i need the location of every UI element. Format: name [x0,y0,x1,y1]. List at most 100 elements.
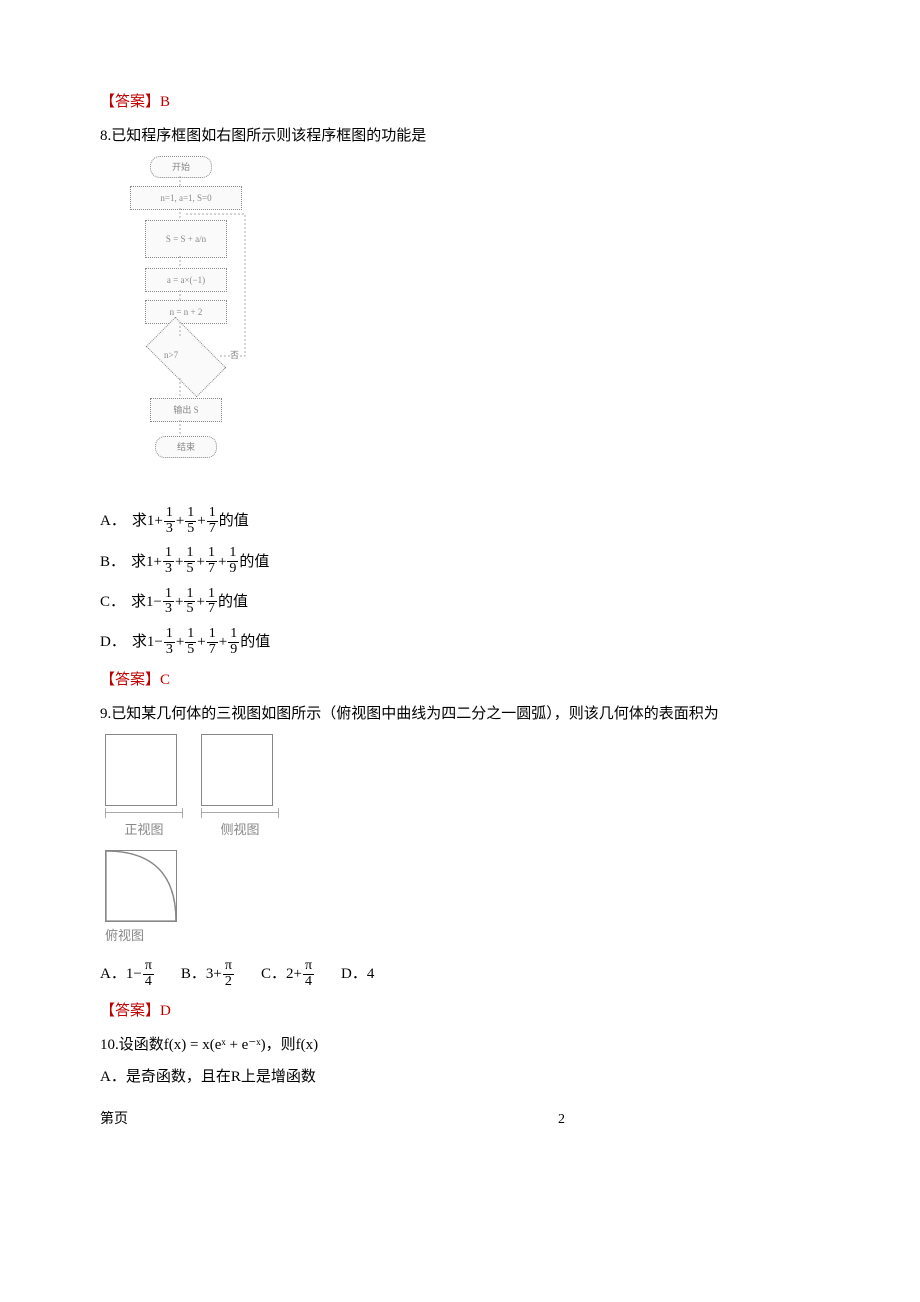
opt-sign: + [213,962,221,986]
opt-suffix: 的值 [218,590,248,614]
frac: π2 [223,959,234,989]
flow-decision [146,317,227,398]
answer-label: 【答案】 [100,1003,160,1019]
opt-expr: 求 1 + 13 + 15 + 17 + 19 的值 [131,546,269,576]
opt-one: 1 [147,630,155,654]
frac: 19 [228,627,239,657]
plus: + [175,550,183,574]
q8-option-B: B． 求 1 + 13 + 15 + 17 + 19 的值 [100,546,825,576]
flow-process-3: n = n + 2 [145,300,227,324]
view-label: 正视图 [105,820,183,841]
q8-option-C: C． 求 1 − 13 + 15 + 17 的值 [100,587,825,617]
frac: 13 [163,546,174,576]
num: 1 [207,506,218,521]
q10-prefix: 设函数 [119,1037,164,1053]
arc-icon [106,851,176,921]
flow-output: 输出 S [150,398,222,422]
q9-option-A: A． 1 − π4 [100,959,155,989]
q10-number: 10. [100,1037,119,1053]
opt-sign: − [133,962,141,986]
footer-page-number: 2 [558,1109,565,1131]
opt-expr: 求 1 − 13 + 15 + 17 + 19 的值 [132,627,270,657]
page-footer: 第页 2 [100,1109,825,1131]
num: 1 [227,546,238,561]
den: 3 [164,642,175,658]
view-label: 俯视图 [105,926,295,947]
q9-option-B: B． 3 + π2 [181,959,235,989]
view-label: 侧视图 [201,820,279,841]
plus: + [196,550,204,574]
frac: 15 [184,587,195,617]
side-view: 侧视图 [201,734,279,841]
q8-number: 8. [100,128,111,144]
front-view: 正视图 [105,734,183,841]
frac: 13 [163,587,174,617]
frac: π4 [143,959,154,989]
num: 1 [207,627,218,642]
q9-options: A． 1 − π4 B． 3 + π2 C． 2 + π4 D． 4 [100,959,825,989]
num: π [223,959,234,974]
view-rect [105,734,177,806]
top-view-container: 俯视图 [105,850,295,947]
answer-9: 【答案】D [100,999,825,1023]
view-dim [201,808,279,818]
frac: 15 [185,627,196,657]
flowchart-figure: 开始 n=1, a=1, S=0 S = S + a/n a = a×(−1) … [120,156,250,486]
den: 2 [223,974,234,990]
flow-process-2: a = a×(−1) [145,268,227,292]
plus: + [196,590,204,614]
opt-label: A． [100,509,126,533]
frac: 17 [207,627,218,657]
opt-text: 是奇函数，且在R上是增函数 [126,1069,316,1085]
opt-suffix: 的值 [239,550,269,574]
plus: + [197,509,205,533]
flow-decision-text: n>7 [164,348,178,362]
plus: + [218,550,226,574]
den: 5 [184,561,195,577]
answer-value: D [160,1003,171,1019]
num: 1 [206,546,217,561]
opt-base: 1 [126,962,134,986]
opt-suffix: 的值 [240,630,270,654]
den: 9 [228,642,239,658]
den: 5 [185,521,196,537]
num: π [303,959,314,974]
frac: 17 [206,587,217,617]
answer-7: 【答案】B [100,90,825,114]
plus: + [176,630,184,654]
den: 3 [163,561,174,577]
den: 7 [206,561,217,577]
num: 1 [164,506,175,521]
question-8: 8.已知程序框图如右图所示则该程序框图的功能是 [100,124,825,148]
den: 3 [163,601,174,617]
num: 1 [228,627,239,642]
q10-option-A: A．是奇函数，且在R上是增函数 [100,1065,825,1089]
frac: π4 [303,959,314,989]
minus: − [154,590,162,614]
opt-label: C． [261,962,286,986]
opt-sign: + [293,962,301,986]
num: 1 [185,627,196,642]
q9-option-C: C． 2 + π4 [261,959,315,989]
flow-process-1: S = S + a/n [145,220,227,258]
num: 1 [163,546,174,561]
opt-label: D． [100,630,126,654]
q9-text: 已知某几何体的三视图如图所示（俯视图中曲线为四二分之一圆弧），则该几何体的表面积… [111,706,719,722]
flow-terminal-end: 结束 [155,436,217,458]
num: 1 [184,587,195,602]
den: 5 [184,601,195,617]
minus: − [154,630,162,654]
question-10: 10.设函数f(x) = x(eˣ + e⁻ˣ)，则f(x) [100,1033,825,1057]
answer-value: C [160,672,170,688]
opt-label: A． [100,962,126,986]
view-dim [105,808,183,818]
den: 3 [164,521,175,537]
flow-init: n=1, a=1, S=0 [130,186,242,210]
num: 1 [184,546,195,561]
q10-formula: f(x) = x(eˣ + e⁻ˣ)， [164,1037,281,1053]
num: 1 [185,506,196,521]
den: 4 [303,974,314,990]
opt-label: A． [100,1069,126,1085]
frac: 13 [164,627,175,657]
opt-prefix: 求 [132,509,147,533]
